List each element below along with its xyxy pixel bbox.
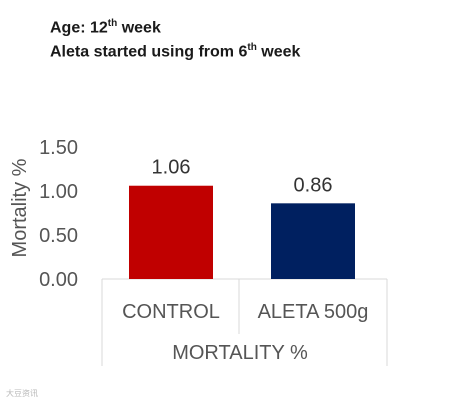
bar-aleta [271, 203, 355, 279]
data-label: 1.06 [152, 157, 191, 179]
y-tick-label: 1.00 [39, 181, 78, 203]
y-tick-label: 0.00 [39, 269, 78, 291]
chart-subtitle-age: Age: 12th week [50, 18, 161, 37]
x-axis-title: MORTALITY % [172, 342, 308, 364]
chart-subtitle-aleta-start: Aleta started using from 6th week [50, 42, 301, 61]
y-axis-label: Mortality % [9, 158, 31, 257]
x-category-label: CONTROL [122, 301, 220, 323]
y-tick-label: 1.50 [39, 137, 78, 159]
watermark-logo: 大豆资讯 [6, 389, 38, 398]
bar-control [129, 185, 213, 279]
y-tick-label: 0.50 [39, 225, 78, 247]
x-category-label: ALETA 500g [258, 301, 369, 323]
data-label: 0.86 [294, 174, 333, 196]
